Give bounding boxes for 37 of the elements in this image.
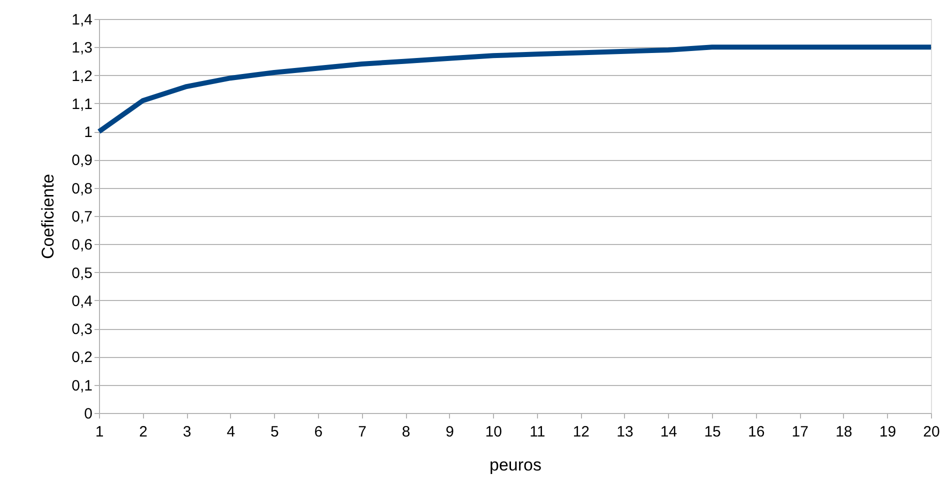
y-tick-label: 1,4 [72, 12, 92, 28]
x-tick-label: 8 [402, 424, 410, 440]
y-tick-label: 1,2 [72, 68, 92, 85]
x-tick-label: 4 [226, 424, 236, 440]
y-tick-label: 0,4 [72, 292, 92, 310]
x-tick-label: 18 [836, 424, 852, 440]
y-tick-label: 1,1 [72, 96, 92, 113]
x-tick-label: 5 [270, 424, 279, 440]
x-tick-label: 11 [530, 424, 546, 440]
x-tick-label: 16 [748, 424, 765, 440]
x-tick-label: 2 [139, 424, 148, 440]
x-tick-label: 20 [923, 424, 940, 440]
y-tick-label: 1 [84, 124, 92, 142]
x-tick-label: 1 [95, 424, 104, 440]
x-tick-label: 3 [182, 424, 192, 440]
x-tick-label: 13 [616, 424, 634, 440]
x-tick-label: 12 [572, 424, 590, 440]
x-tick-label: 7 [358, 424, 366, 440]
y-axis-title: Coeficiente [38, 174, 58, 260]
x-tick-label: 14 [660, 424, 678, 440]
x-tick-label: 10 [485, 424, 502, 440]
x-tick-label: 6 [314, 424, 323, 440]
y-tick-label: 0 [84, 406, 92, 422]
x-tick-label: 9 [446, 424, 454, 440]
y-tick-label: 0,2 [72, 349, 92, 366]
y-tick-label: 1,3 [72, 40, 92, 57]
x-tick-label: 17 [792, 424, 808, 440]
y-tick-label: 0,9 [72, 152, 92, 170]
y-tick-label: 0,8 [72, 180, 92, 198]
x-tick-label: 19 [879, 424, 896, 440]
y-tick-label: 0,3 [72, 321, 92, 338]
y-tick-label: 0,1 [72, 377, 92, 394]
x-tick-label: 15 [704, 424, 721, 440]
y-tick-label: 0,6 [72, 236, 92, 254]
x-axis-title: peuros [490, 456, 542, 474]
y-tick-label: 0,5 [72, 264, 92, 282]
y-tick-label: 0,7 [72, 208, 92, 226]
